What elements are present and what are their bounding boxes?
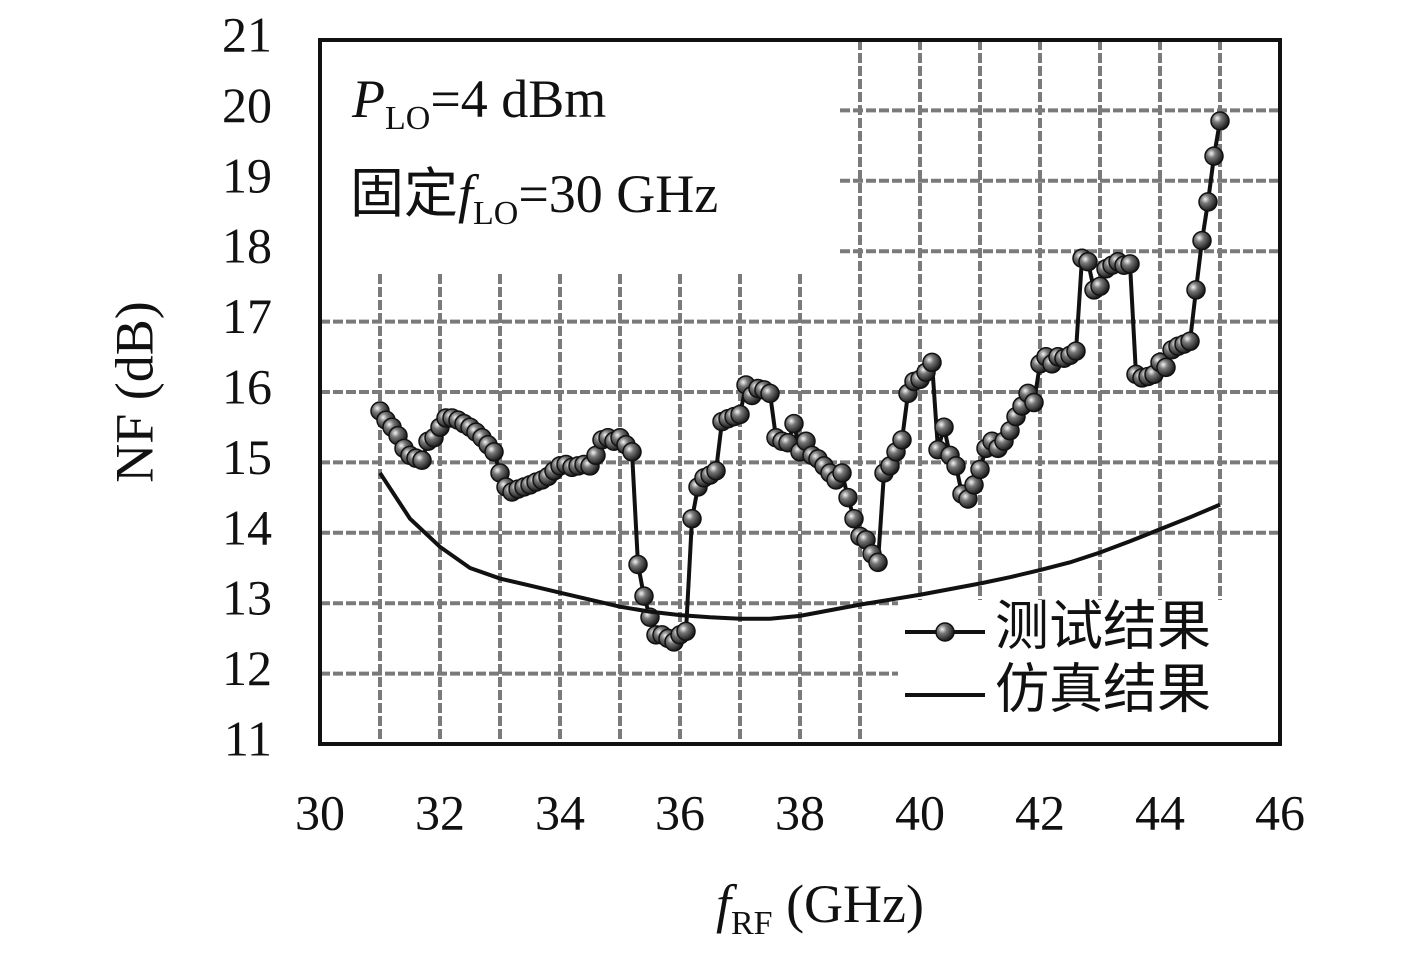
data-point <box>682 508 702 529</box>
data-point <box>1156 357 1176 378</box>
data-point <box>1192 230 1212 251</box>
x-tick-label: 34 <box>535 784 585 840</box>
x-tick-label: 42 <box>1015 784 1065 840</box>
annotation-box <box>322 42 840 272</box>
x-tick-label: 40 <box>895 784 945 840</box>
annotation-rest: =30 GHz <box>518 164 718 224</box>
data-point <box>844 508 864 529</box>
x-axis-label: fRF (GHz) <box>716 874 924 941</box>
data-point <box>634 586 654 606</box>
data-point <box>1210 111 1230 131</box>
data-point <box>784 413 804 434</box>
x-tick-label: 38 <box>775 784 825 840</box>
y-tick-label: 20 <box>222 77 272 133</box>
y-tick-label: 18 <box>222 218 272 274</box>
data-point <box>1198 192 1218 212</box>
data-point <box>706 461 726 481</box>
y-tick-label: 21 <box>222 6 272 62</box>
data-point <box>922 352 942 373</box>
x-tick-label: 44 <box>1135 784 1185 840</box>
data-point <box>1204 146 1224 166</box>
annotation-sub: LO <box>385 100 430 137</box>
data-point <box>730 404 750 425</box>
annotation-rest: =4 dBm <box>430 69 606 129</box>
y-tick-label: 14 <box>222 499 272 555</box>
legend-label: 测试结果 <box>995 596 1211 656</box>
data-point <box>1024 392 1044 413</box>
y-tick-label: 16 <box>222 358 272 414</box>
data-point <box>676 621 696 642</box>
data-point <box>868 552 888 573</box>
y-tick-label: 19 <box>222 147 272 203</box>
annotation: 固定fLO=30 GHz <box>350 164 718 231</box>
x-label-rest: (GHz) <box>773 874 924 934</box>
x-tick-label: 46 <box>1255 784 1305 840</box>
data-point <box>484 442 504 462</box>
data-point <box>1120 254 1140 274</box>
data-point <box>892 430 912 450</box>
data-point <box>628 554 648 575</box>
plot-frame <box>318 38 1282 746</box>
data-point <box>1186 280 1206 300</box>
y-tick-label: 11 <box>224 710 272 766</box>
data-point <box>1066 341 1086 361</box>
data-point <box>1078 252 1098 272</box>
data-point <box>934 417 954 437</box>
data-point <box>412 450 432 471</box>
annotation: PLO=4 dBm <box>351 69 606 136</box>
y-tick-label: 17 <box>222 288 272 344</box>
data-point <box>760 383 780 404</box>
x-label-sub: RF <box>731 905 773 942</box>
annotation-sub: LO <box>473 195 518 232</box>
y-axis-label: NF (dB) <box>104 301 164 483</box>
legend-box <box>898 600 1278 742</box>
data-point <box>946 456 966 476</box>
y-tick-label: 12 <box>222 640 272 696</box>
y-tick-label: 13 <box>222 570 272 626</box>
legend-marker <box>935 622 955 642</box>
y-tick-label: 15 <box>222 429 272 485</box>
data-point <box>1090 276 1110 297</box>
x-tick-label: 36 <box>655 784 705 840</box>
annotation-main: P <box>351 69 385 129</box>
legend-label: 仿真结果 <box>995 659 1211 719</box>
x-tick-label: 30 <box>295 784 345 840</box>
data-point <box>832 463 852 483</box>
annotation-prefix: 固定 <box>350 164 458 224</box>
data-point <box>1180 331 1200 352</box>
data-point <box>970 459 990 480</box>
series-line <box>378 471 1221 621</box>
x-tick-label: 32 <box>415 784 465 840</box>
data-point <box>838 487 858 508</box>
data-point <box>622 442 642 462</box>
